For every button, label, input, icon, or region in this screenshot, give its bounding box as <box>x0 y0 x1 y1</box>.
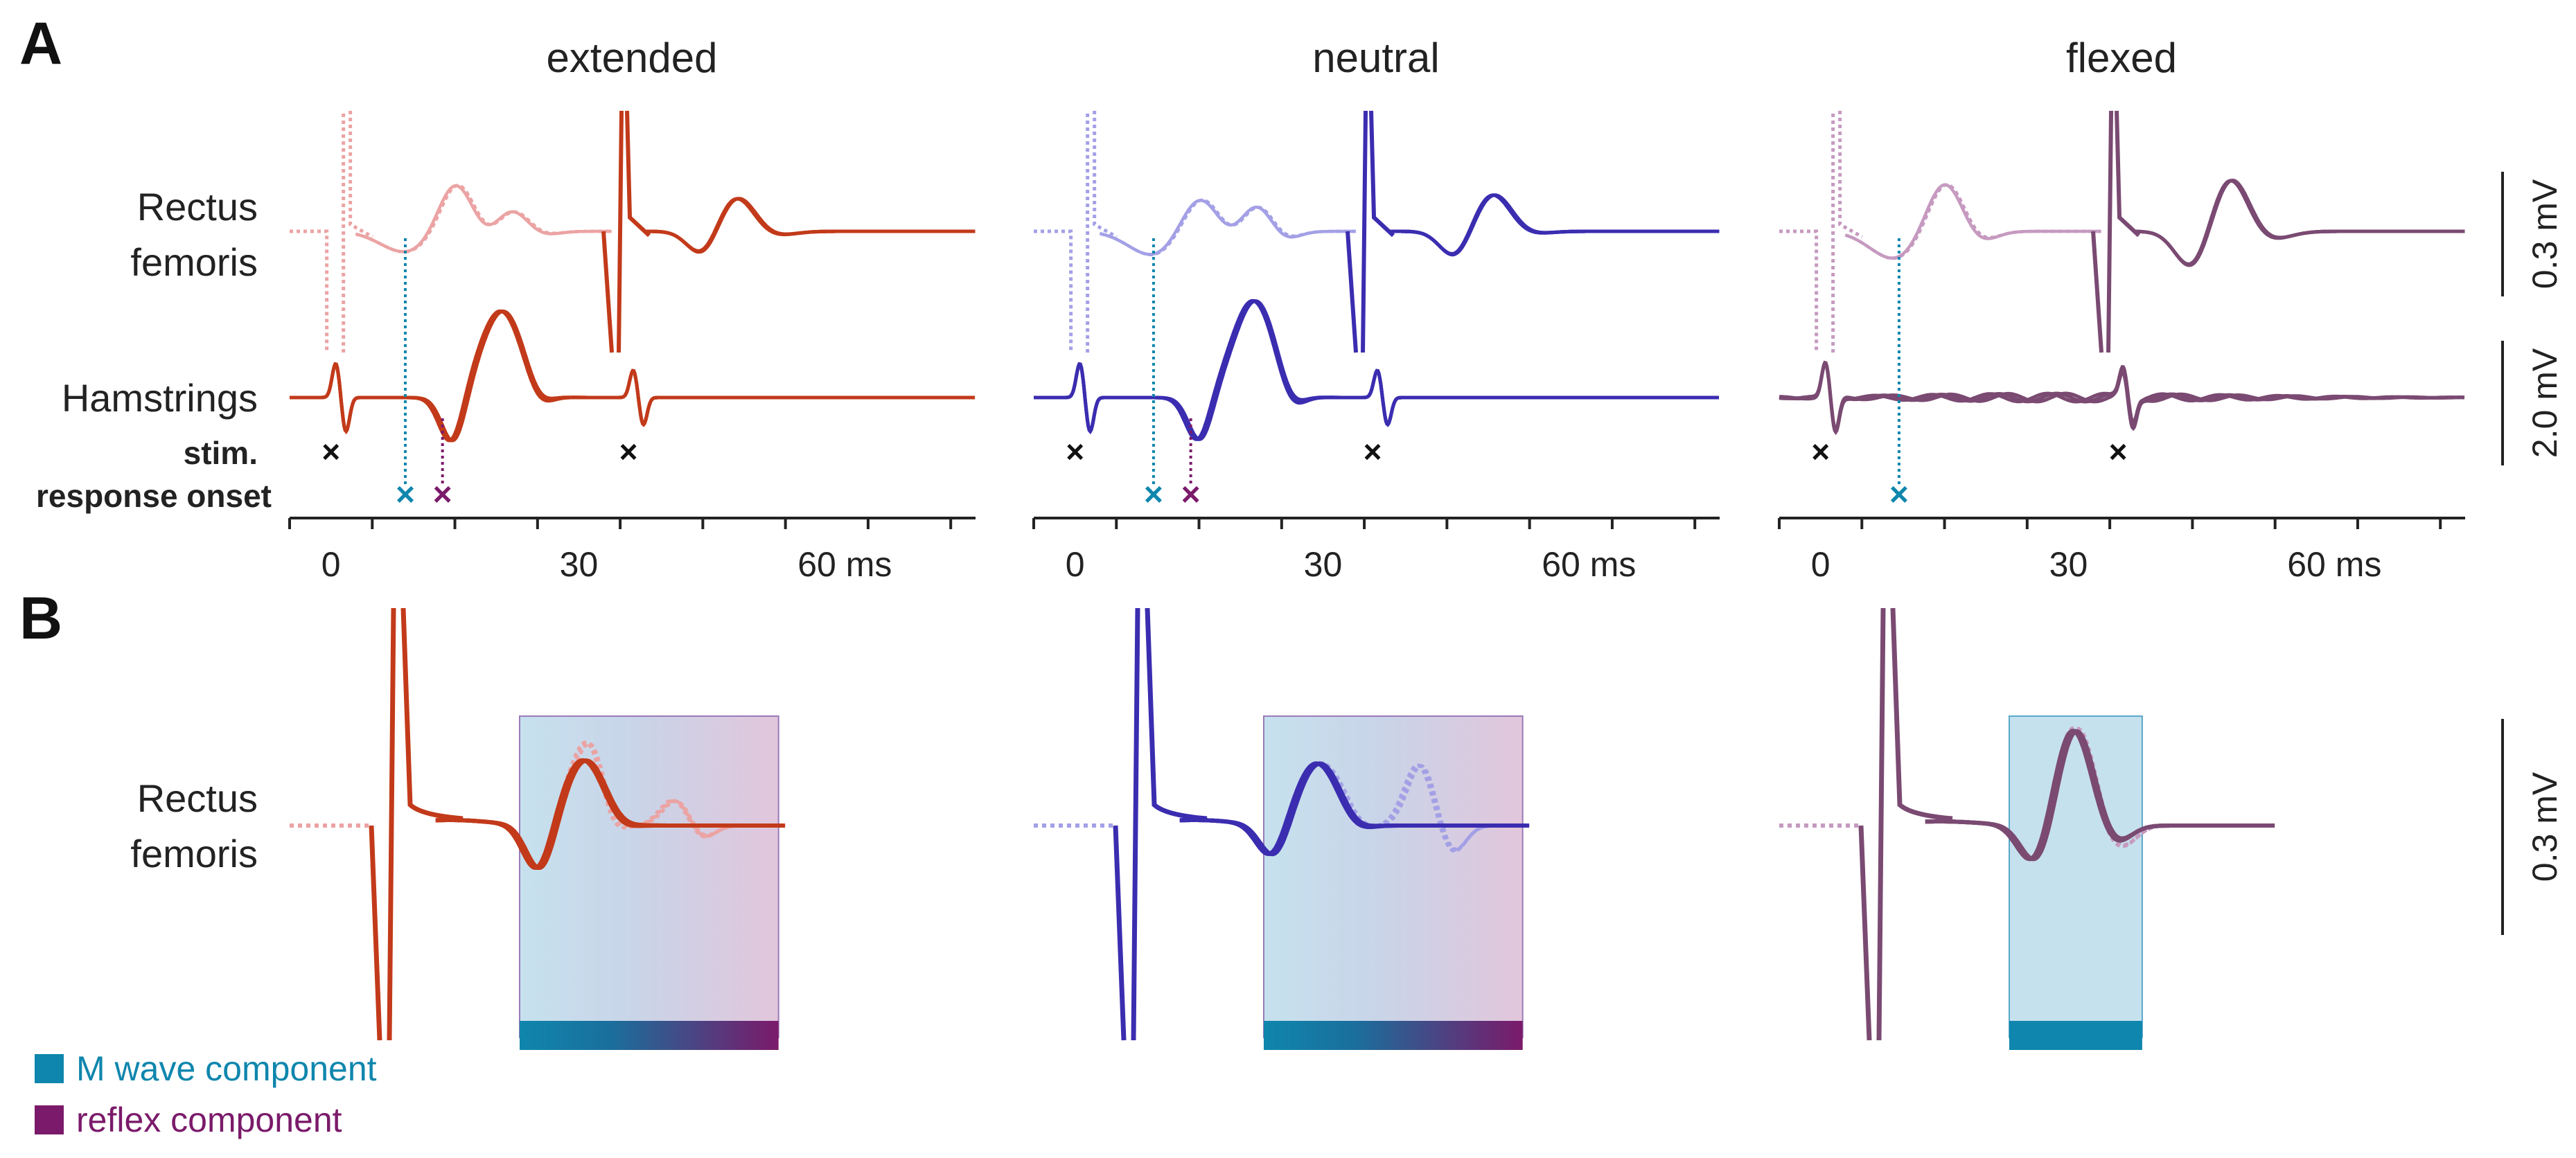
rf-trace-first <box>1844 183 2101 260</box>
hs-trace <box>290 309 975 443</box>
b-trace <box>435 758 785 871</box>
rf-trace-first <box>1099 199 1356 256</box>
panel-b-extended <box>290 607 786 1050</box>
x-tick-label: 60 ms <box>2287 545 2381 584</box>
rf-trace-second <box>1388 193 1720 257</box>
hs-trace <box>1034 299 1719 441</box>
rf-trace-first <box>1844 183 2101 260</box>
legend-reflex-label: reflex component <box>76 1101 342 1139</box>
stim-label: stim. <box>184 435 258 471</box>
rf-first-stim-artifact <box>290 111 373 353</box>
rectus-label-line1: Rectus <box>137 185 258 229</box>
rectus-b-label-line2: femoris <box>130 832 258 875</box>
x-tick-label: 0 <box>321 545 341 584</box>
panel-b-label: B <box>19 585 62 652</box>
legend-mwave-label: M wave component <box>76 1049 377 1088</box>
scale-label-b: 0.3 mV <box>2525 772 2564 882</box>
stim-marker: × <box>321 434 340 470</box>
scale-label-rectus: 0.3 mV <box>2525 179 2564 289</box>
panel-a-neutral: × × × × 0 30 60 ms <box>1032 110 1720 584</box>
rf-trace-second <box>2134 179 2465 266</box>
panel-a: × × × × 0 30 60 ms × × × × 0 30 60 ms × × × 0 30 60 ms <box>288 110 2465 584</box>
b-stim-artifact <box>1113 607 1208 1041</box>
m-wave-onset-marker: × <box>1889 476 1909 513</box>
rf-trace-second <box>2134 178 2465 267</box>
rf-trace-first <box>1844 183 2101 260</box>
analysis-window <box>2009 715 2143 1038</box>
stim-marker: × <box>1364 434 1382 470</box>
rf-trace-second <box>644 197 976 253</box>
panel-a-label: A <box>19 10 62 77</box>
b-trace <box>1925 729 2275 862</box>
rf-second-stim-artifact <box>2091 110 2141 353</box>
reflex-onset-marker: × <box>433 476 452 513</box>
rf-trace-second <box>644 197 976 253</box>
stim-marker: × <box>1066 434 1084 470</box>
rf-second-stim-artifact <box>601 110 651 353</box>
rf-first-stim-artifact <box>1779 111 1863 353</box>
rf-second-stim-artifact <box>1346 110 1395 353</box>
reflex-onset-marker: × <box>1181 476 1201 513</box>
b-trace-light <box>463 741 786 870</box>
hamstrings-label: Hamstrings <box>62 376 258 420</box>
stim-marker: × <box>1811 434 1830 470</box>
component-bar <box>1264 1021 1523 1050</box>
stim-marker: × <box>2109 434 2128 470</box>
scale-label-hamstrings: 2.0 mV <box>2525 348 2564 458</box>
component-bar <box>520 1021 779 1050</box>
m-wave-onset-marker: × <box>396 476 415 513</box>
title-extended: extended <box>547 35 718 81</box>
rf-trace-second <box>2134 179 2465 267</box>
rectus-b-label-line1: Rectus <box>137 776 258 820</box>
hs-trace <box>1779 361 2465 436</box>
rectus-label-line2: femoris <box>130 240 258 284</box>
b-trace <box>1179 761 1529 857</box>
title-flexed: flexed <box>2066 35 2177 81</box>
panel-a-extended: × × × × 0 30 60 ms <box>288 110 976 584</box>
rf-trace-first <box>1099 198 1356 256</box>
rf-trace-first <box>355 184 612 253</box>
x-tick-label: 0 <box>1066 545 1085 584</box>
rf-trace-first <box>1099 198 1356 256</box>
component-bar <box>2009 1021 2142 1050</box>
response-onset-label: response onset <box>36 478 272 514</box>
rf-trace-second <box>644 197 976 254</box>
b-stim-artifact <box>1858 607 1953 1041</box>
panel-a-flexed: × × × 0 30 60 ms <box>1778 110 2465 584</box>
panel-b <box>290 607 2275 1050</box>
analysis-window <box>1263 715 1524 1038</box>
title-neutral: neutral <box>1312 35 1439 81</box>
panel-b-neutral <box>1034 607 1530 1050</box>
rf-first-stim-artifact <box>1034 111 1118 353</box>
x-tick-label: 60 ms <box>797 545 892 584</box>
x-tick-label: 0 <box>1811 545 1830 584</box>
stim-marker: × <box>619 434 638 470</box>
x-tick-label: 30 <box>560 545 599 584</box>
x-tick-label: 30 <box>1304 545 1343 584</box>
x-tick-label: 30 <box>2049 545 2088 584</box>
legend-mwave-swatch <box>35 1054 64 1083</box>
b-stim-artifact <box>369 607 464 1041</box>
x-tick-label: 60 ms <box>1542 545 1636 584</box>
panel-b-flexed <box>1779 607 2275 1050</box>
analysis-window <box>519 715 779 1038</box>
legend-reflex-swatch <box>35 1105 64 1134</box>
m-wave-onset-marker: × <box>1144 476 1163 513</box>
